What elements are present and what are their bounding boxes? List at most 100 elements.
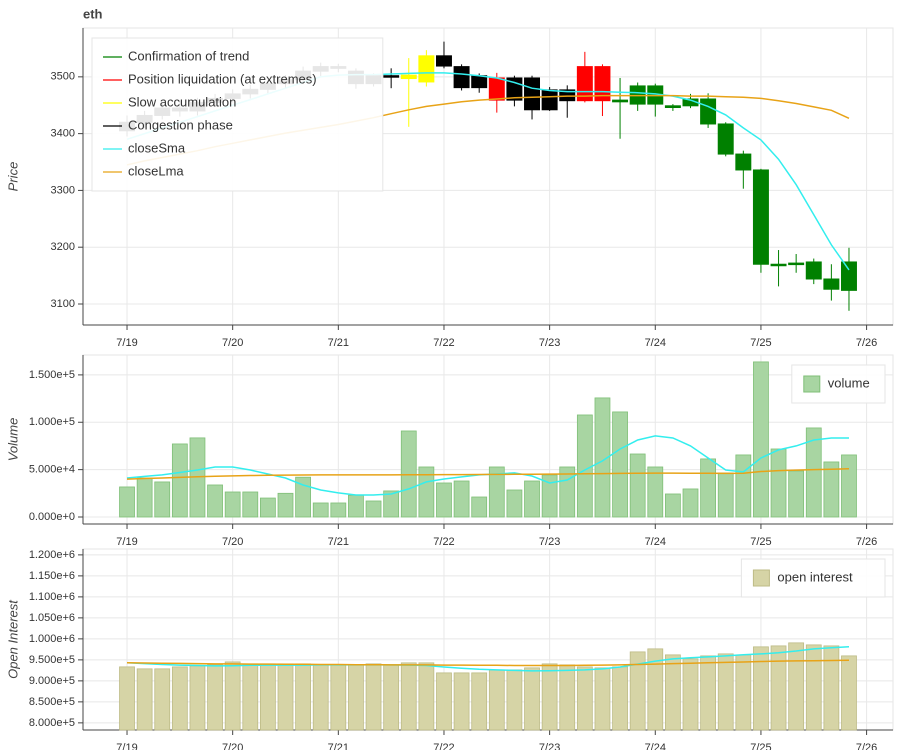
legend-label: closeLma: [128, 163, 184, 178]
bar: [277, 492, 294, 518]
bar: [805, 427, 822, 518]
bar: [242, 663, 259, 731]
bar: [788, 470, 805, 518]
x-tick-label: 7/19: [116, 742, 137, 750]
bar: [524, 667, 540, 731]
x-tick-label: 7/22: [433, 536, 454, 548]
bar: [154, 668, 171, 731]
bar: [348, 494, 364, 518]
bar: [348, 664, 364, 731]
x-tick-label: 7/23: [539, 742, 560, 750]
candle-body: [612, 99, 629, 103]
bar: [136, 668, 153, 731]
x-tick-label: 7/24: [645, 337, 666, 349]
bar: [541, 474, 558, 518]
x-tick-label: 7/25: [750, 536, 771, 548]
candle-body: [700, 98, 717, 125]
bar: [471, 496, 488, 518]
y-tick-label: 3100: [51, 298, 75, 310]
bar: [488, 669, 505, 731]
y-axis-label: Volume: [5, 418, 20, 462]
bar: [471, 672, 488, 731]
x-tick-label: 7/21: [328, 742, 349, 750]
candle-body: [453, 66, 470, 89]
bar: [841, 454, 857, 518]
legend-label: volume: [828, 375, 870, 390]
x-tick-label: 7/20: [222, 337, 243, 349]
y-axis-label: Open Interest: [5, 599, 20, 679]
legend-swatch: [752, 569, 770, 587]
legend-label: Congestion phase: [128, 117, 233, 132]
x-tick-label: 7/21: [328, 536, 349, 548]
line-series: [126, 467, 850, 480]
x-tick-label: 7/19: [116, 536, 137, 548]
bar: [277, 663, 294, 731]
bar: [418, 662, 435, 731]
bar: [295, 476, 311, 518]
bar: [576, 666, 593, 731]
bar: [295, 663, 311, 731]
y-tick-label: 3500: [51, 71, 75, 83]
bar: [700, 458, 716, 518]
bar: [506, 669, 523, 731]
bar: [735, 454, 752, 518]
bar: [665, 493, 681, 518]
candle-body: [524, 77, 541, 111]
bar: [400, 662, 417, 731]
x-tick-label: 7/25: [750, 337, 771, 349]
y-tick-label: 3200: [51, 241, 75, 253]
bar: [541, 663, 558, 731]
bar: [136, 477, 153, 518]
x-tick-label: 7/25: [750, 742, 771, 750]
x-tick-label: 7/21: [328, 337, 349, 349]
bar: [717, 472, 734, 518]
y-tick-label: 1.000e+5: [29, 416, 75, 428]
bar: [260, 663, 276, 731]
candle-body: [788, 262, 805, 266]
x-tick-label: 7/23: [539, 536, 560, 548]
bar: [312, 502, 329, 518]
bar: [647, 466, 664, 518]
bar: [453, 480, 470, 518]
bar: [770, 645, 787, 731]
legend: [91, 37, 384, 192]
chart-title: eth: [83, 6, 103, 21]
bar: [682, 488, 699, 518]
bar: [418, 466, 435, 518]
y-tick-label: 9.500e+5: [29, 654, 75, 666]
bar: [383, 664, 400, 731]
bar: [224, 491, 241, 518]
bar: [576, 414, 593, 518]
candle-body: [717, 123, 734, 155]
candle-body: [559, 89, 576, 102]
x-tick-label: 7/24: [645, 742, 666, 750]
bar: [453, 672, 470, 731]
legend-label: open interest: [777, 569, 853, 584]
bar: [506, 489, 523, 518]
x-tick-label: 7/26: [856, 337, 877, 349]
bar: [559, 664, 576, 731]
bar: [330, 664, 347, 731]
line-series: [126, 659, 850, 667]
bar: [436, 672, 452, 731]
candle-body: [471, 75, 488, 89]
bar: [171, 666, 188, 731]
bar: [207, 664, 223, 731]
bar: [823, 461, 840, 518]
candle-body: [805, 261, 822, 280]
bar: [154, 481, 171, 518]
bar: [629, 453, 646, 518]
candle-body: [752, 169, 769, 265]
bar: [312, 664, 329, 731]
legend-label: Slow accumulation: [128, 94, 236, 109]
bar: [224, 661, 241, 731]
bar: [612, 666, 628, 731]
candle-body: [823, 278, 840, 290]
bar: [119, 486, 135, 518]
y-tick-label: 3400: [51, 128, 75, 140]
x-tick-label: 7/19: [116, 337, 137, 349]
x-tick-label: 7/26: [856, 742, 877, 750]
legend-box: [91, 37, 384, 192]
bar: [119, 666, 135, 731]
candle-body: [400, 74, 417, 80]
